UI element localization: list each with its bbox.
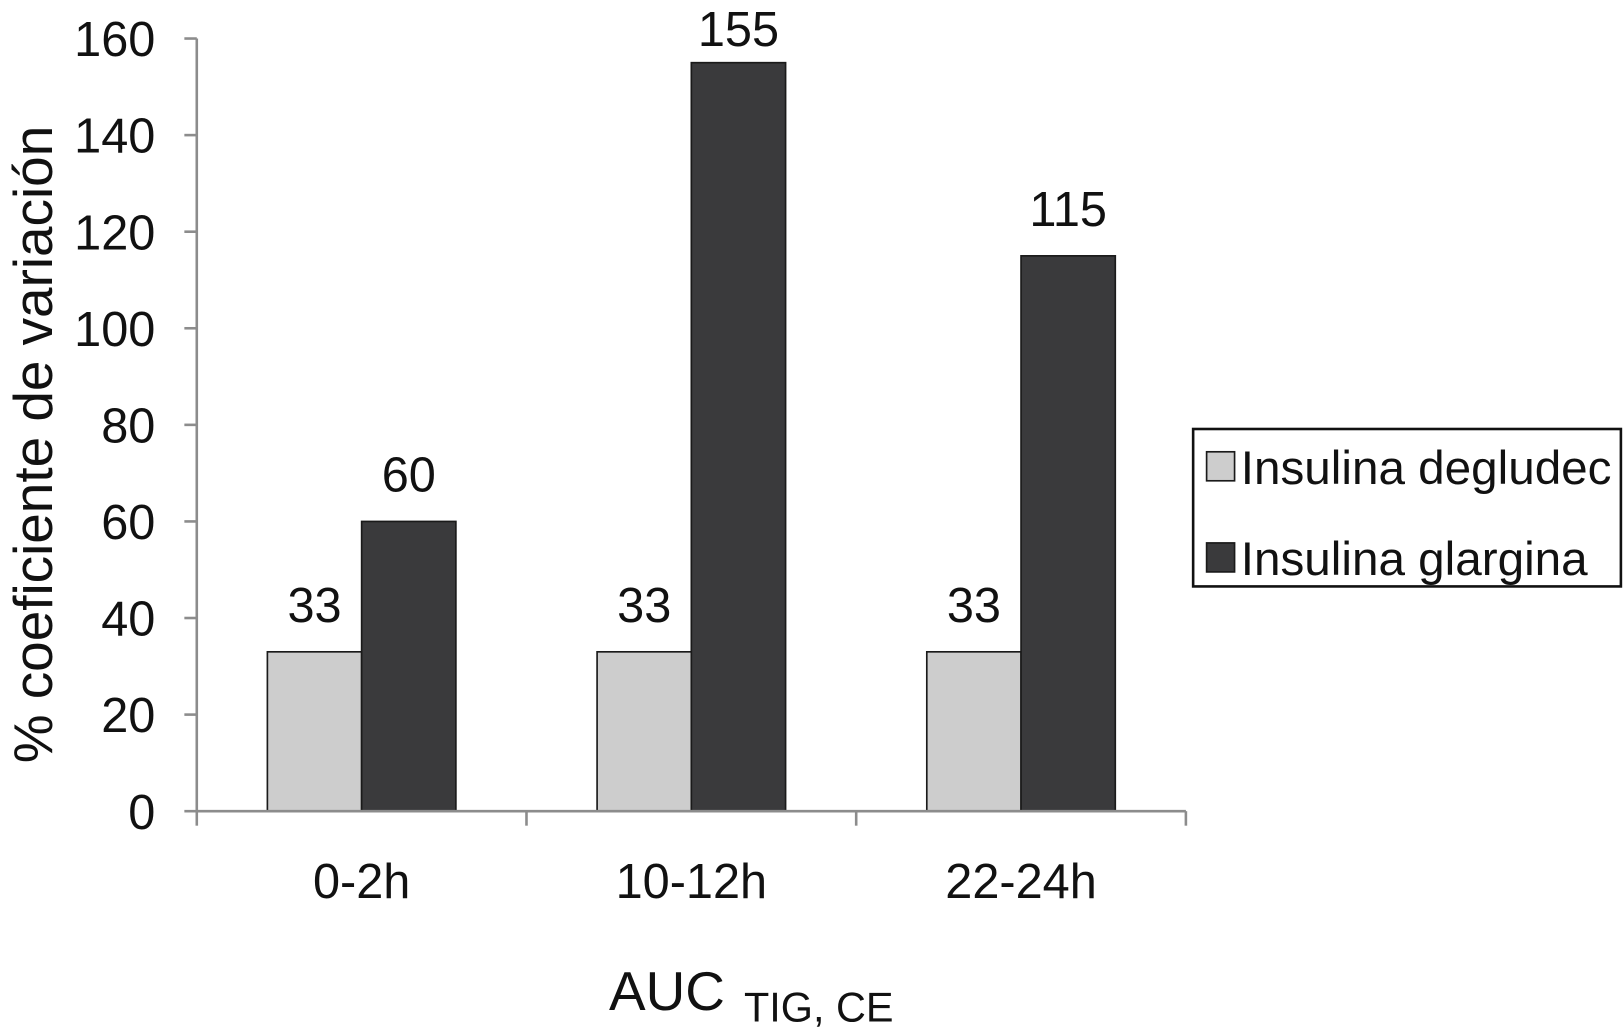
data-label-insulina-glargina-10-12h: 155 <box>698 3 779 57</box>
x-axis-title-subscript: TIG, CE <box>744 984 894 1030</box>
data-label-insulina-degludec-0-2h: 33 <box>287 579 341 633</box>
legend-swatch-insulina-degludec <box>1205 450 1236 482</box>
bar-insulina-degludec-10-12h <box>596 650 693 813</box>
y-tick-label: 0 <box>128 786 155 840</box>
bar-insulina-glargina-10-12h <box>690 61 787 813</box>
data-label-insulina-degludec-10-12h: 33 <box>617 579 671 633</box>
bar-insulina-degludec-22-24h <box>925 650 1022 813</box>
y-tick-label: 60 <box>101 496 155 550</box>
data-label-insulina-glargina-0-2h: 60 <box>382 448 436 502</box>
bar-insulina-glargina-22-24h <box>1020 255 1117 813</box>
data-label-insulina-degludec-22-24h: 33 <box>947 579 1001 633</box>
y-tick-label: 80 <box>101 399 155 453</box>
y-tick-label: 40 <box>101 593 155 647</box>
y-tick-label: 160 <box>74 13 155 67</box>
x-axis-title-main: AUC <box>609 960 725 1022</box>
y-tick-label: 120 <box>74 206 155 260</box>
y-tick-label: 140 <box>74 110 155 164</box>
legend-label-insulina-degludec: Insulina degludec <box>1241 442 1612 495</box>
bar-insulina-degludec-0-2h <box>266 650 363 813</box>
category-label-10-12h: 10-12h <box>616 855 768 909</box>
plot-area: 0 20 40 60 80 100 120 140 160 33 60 0-2h 33 155 10-12h… <box>74 3 1188 909</box>
legend-swatch-insulina-glargina <box>1205 542 1236 573</box>
category-label-0-2h: 0-2h <box>313 855 410 909</box>
y-axis-title: % coeficiente de variación <box>2 126 64 764</box>
y-tick-label: 100 <box>74 303 155 357</box>
x-axis-title: AUC TIG, CE <box>609 960 894 1030</box>
y-tick-label: 20 <box>101 689 155 743</box>
legend: Insulina degludec Insulina glargina <box>1191 427 1623 588</box>
data-label-insulina-glargina-22-24h: 115 <box>1029 183 1107 237</box>
legend-box <box>1191 427 1623 588</box>
category-label-22-24h: 22-24h <box>945 855 1097 909</box>
legend-label-insulina-glargina: Insulina glargina <box>1241 533 1588 586</box>
bar-insulina-glargina-0-2h <box>360 520 457 813</box>
